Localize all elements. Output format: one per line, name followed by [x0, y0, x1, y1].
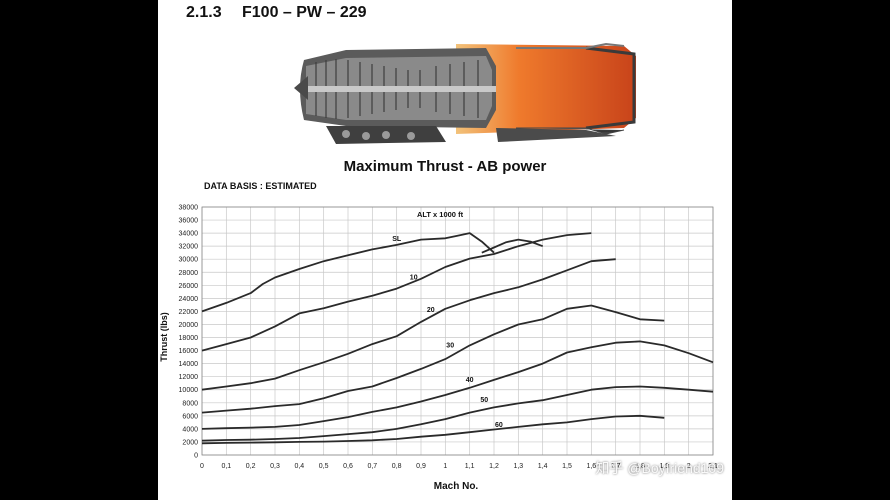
y-axis-label: Thrust (lbs): [159, 312, 169, 362]
y-tick-label: 30000: [179, 257, 199, 264]
series-label: 60: [495, 422, 503, 429]
series-label: 20: [427, 307, 435, 314]
plot-border: [201, 206, 714, 456]
y-tick-label: 16000: [179, 348, 199, 355]
document-page: 2.1.3 F100 – PW – 229: [158, 0, 732, 500]
y-tick-label: 26000: [179, 283, 199, 290]
series-line-10: [201, 232, 592, 352]
series-line-50: [201, 385, 714, 442]
chart-series: [201, 232, 714, 445]
y-tick-label: 34000: [179, 231, 199, 238]
x-axis-label: Mach No.: [434, 481, 479, 492]
thrust-chart: 0 2000 4000 6000 8000 10000 12000 14000 16000 180…: [159, 205, 718, 493]
x-tick-label: 0,7: [367, 463, 377, 470]
x-tick-label: 0,6: [343, 463, 353, 470]
chart-grid: [201, 206, 714, 456]
series-label: 30: [446, 342, 454, 349]
x-tick-label: 0: [200, 463, 204, 470]
series-label: SL: [392, 236, 402, 243]
x-tick-label: 0,5: [319, 463, 329, 470]
series-line-40: [201, 340, 714, 430]
x-tick-label: 1,5: [562, 463, 572, 470]
series-line-sl: [201, 232, 495, 313]
y-tick-label: 18000: [179, 335, 199, 342]
x-tick-label: 1,7: [611, 463, 621, 470]
series-line-60: [201, 414, 665, 445]
x-tick-label: 0,4: [294, 463, 304, 470]
series-line-30: [201, 304, 665, 414]
y-tick-label: 22000: [179, 309, 199, 316]
y-tick-label: 24000: [179, 296, 199, 303]
y-tick-label: 20000: [179, 322, 199, 329]
x-tick-label: 1,2: [489, 463, 499, 470]
section-title: F100 – PW – 229: [242, 4, 367, 21]
x-tick-label: 1,1: [465, 463, 475, 470]
x-tick-label: 0,3: [270, 463, 280, 470]
x-tick-label: 0,9: [416, 463, 426, 470]
y-tick-label: 12000: [179, 374, 199, 381]
x-tick-label: 2,1: [708, 463, 718, 470]
y-axis-ticks: 0 2000 4000 6000 8000 10000 12000 14000 16000 180…: [179, 205, 199, 460]
y-tick-label: 2000: [182, 439, 198, 446]
x-tick-label: 0,2: [246, 463, 256, 470]
x-tick-label: 1,3: [513, 463, 523, 470]
y-tick-label: 6000: [182, 413, 198, 420]
y-tick-label: 0: [194, 453, 198, 460]
y-tick-label: 4000: [182, 426, 198, 433]
x-tick-label: 0,8: [392, 463, 402, 470]
engine-cutaway-illustration: [294, 42, 636, 144]
x-tick-label: 0,1: [221, 463, 231, 470]
x-tick-label: 1,8: [635, 463, 645, 470]
x-tick-label: 2: [687, 463, 691, 470]
series-line-20: [201, 258, 616, 391]
y-tick-label: 10000: [179, 387, 199, 394]
watermark: 知乎 @Boyfriend109: [595, 460, 724, 476]
legend-title: ALT x 1000 ft: [417, 210, 464, 219]
series-label: 10: [410, 274, 418, 281]
chart-title: Maximum Thrust - AB power: [343, 158, 547, 175]
x-axis-ticks: 0 0,1 0,2 0,3 0,4 0,5 0,6 0,7 0,8 0,9 1 1,1 1,2 1,3 1,…: [200, 463, 718, 470]
series-label: 50: [480, 397, 488, 404]
y-tick-label: 32000: [179, 244, 199, 251]
x-tick-label: 1,9: [659, 463, 669, 470]
series-label: 40: [466, 377, 474, 384]
series-labels: SL 10 20 30 40 50 60: [392, 236, 503, 429]
data-basis-label: DATA BASIS : ESTIMATED: [204, 181, 317, 191]
x-tick-label: 1: [443, 463, 447, 470]
x-tick-label: 1,6: [586, 463, 596, 470]
y-tick-label: 28000: [179, 270, 199, 277]
y-tick-label: 38000: [179, 205, 199, 212]
y-tick-label: 36000: [179, 218, 199, 225]
section-number: 2.1.3: [186, 4, 222, 21]
y-tick-label: 14000: [179, 361, 199, 368]
x-tick-label: 1,4: [538, 463, 548, 470]
y-tick-label: 8000: [182, 400, 198, 407]
